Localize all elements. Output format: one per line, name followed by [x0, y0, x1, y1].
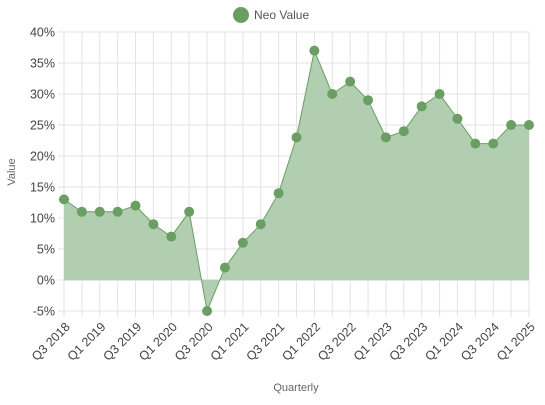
series-fill: [64, 50, 529, 311]
data-point[interactable]: [434, 89, 445, 99]
y-tick-label: 40%: [30, 26, 55, 40]
x-tick-label: Q1 2024: [422, 320, 466, 364]
data-point[interactable]: [184, 206, 195, 217]
x-tick-label: Q3 2023: [387, 320, 431, 364]
y-axis-ticks: -5% 0% 5% 10% 15% 20% 25% 30% 35% 40%: [30, 26, 55, 319]
y-axis-title: Value: [6, 158, 18, 185]
x-tick-label: Q3 2019: [100, 320, 144, 364]
y-tick-label: 15%: [30, 181, 55, 195]
data-point[interactable]: [202, 306, 213, 316]
y-tick-label: 0%: [37, 274, 55, 288]
y-tick-label: -5%: [33, 305, 55, 319]
data-point[interactable]: [363, 95, 374, 106]
data-point[interactable]: [148, 219, 159, 230]
y-tick-label: 10%: [30, 212, 55, 226]
data-point[interactable]: [398, 126, 409, 137]
y-tick-label: 5%: [37, 243, 55, 257]
data-point[interactable]: [237, 237, 248, 248]
data-point[interactable]: [327, 89, 338, 99]
legend[interactable]: Neo Value: [233, 7, 309, 23]
y-tick-label: 35%: [30, 57, 55, 71]
x-tick-label: Q1 2022: [279, 320, 323, 364]
y-tick-label: 30%: [30, 88, 55, 102]
data-point[interactable]: [94, 206, 105, 217]
x-tick-label: Q1 2021: [208, 320, 252, 364]
data-point[interactable]: [219, 262, 230, 273]
legend-label-neo-value: Neo Value: [254, 8, 309, 22]
x-tick-label: Q1 2023: [351, 320, 395, 364]
data-point[interactable]: [273, 188, 284, 199]
legend-swatch-neo-value: [233, 7, 249, 23]
data-point[interactable]: [506, 120, 517, 130]
data-point[interactable]: [524, 120, 534, 130]
x-tick-label: Q3 2024: [458, 320, 502, 364]
x-tick-label: Q3 2021: [244, 320, 288, 364]
x-tick-label: Q1 2025: [494, 320, 538, 364]
data-point[interactable]: [309, 45, 320, 56]
y-tick-label: 25%: [30, 119, 55, 133]
data-point[interactable]: [112, 206, 123, 217]
data-point[interactable]: [166, 231, 177, 242]
x-tick-label: Q3 2018: [29, 320, 73, 364]
x-axis-title: Quarterly: [273, 382, 319, 394]
data-point[interactable]: [345, 76, 356, 87]
data-point[interactable]: [452, 113, 463, 124]
data-point[interactable]: [130, 200, 141, 211]
data-point[interactable]: [488, 138, 499, 149]
x-tick-label: Q1 2019: [65, 320, 109, 364]
data-point[interactable]: [470, 138, 481, 149]
y-tick-label: 20%: [30, 150, 55, 164]
data-point[interactable]: [255, 219, 266, 230]
data-point[interactable]: [291, 132, 302, 143]
x-tick-label: Q3 2022: [315, 320, 359, 364]
data-point[interactable]: [416, 101, 427, 112]
x-tick-label: Q3 2020: [172, 320, 216, 364]
series-points: [59, 45, 534, 316]
x-tick-label: Q1 2020: [136, 320, 180, 364]
data-point[interactable]: [76, 206, 87, 217]
data-point[interactable]: [380, 132, 391, 143]
data-point[interactable]: [59, 194, 69, 205]
